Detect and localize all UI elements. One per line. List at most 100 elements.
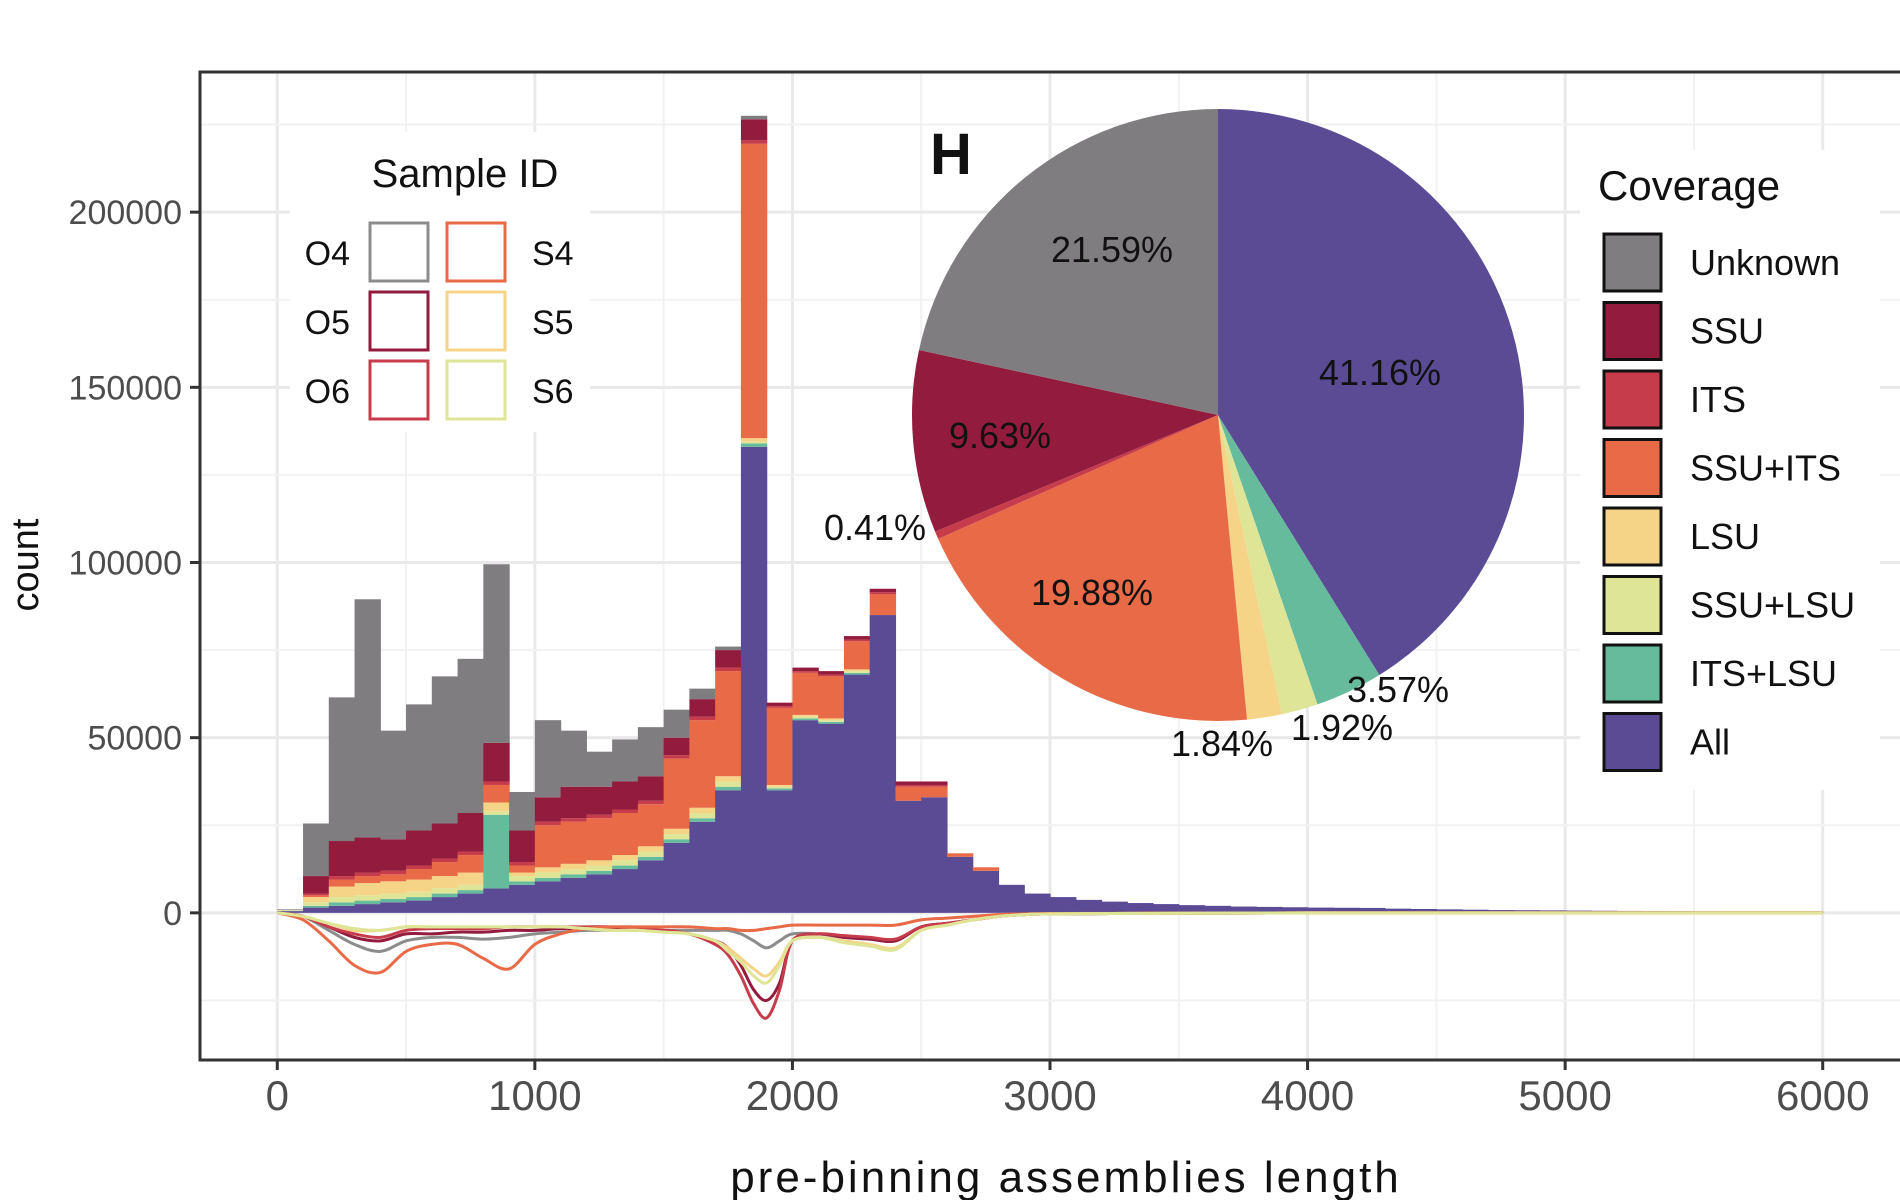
bar-its-1750 — [715, 667, 742, 672]
bar-ssu-its-750 — [457, 855, 484, 873]
bar-ssu-its-1850 — [740, 143, 768, 439]
bar-all-3850 — [1256, 906, 1283, 913]
y-tick-label: 100000 — [69, 544, 182, 582]
bar-ssu-its-2150 — [818, 676, 845, 719]
bar-unknown-650 — [431, 676, 459, 824]
coverage-key-ssu — [1602, 301, 1663, 361]
bar-its-1150 — [560, 818, 587, 822]
bar-its-lsu-1150 — [560, 874, 587, 878]
bar-ssu-350 — [354, 837, 381, 873]
bar-unknown-1050 — [534, 720, 562, 798]
bar-unknown-1350 — [612, 739, 639, 782]
bar-ssu-its-650 — [431, 862, 459, 877]
bar-unknown-550 — [406, 704, 433, 831]
bar-its-1850 — [740, 140, 768, 144]
bar-its-lsu-1050 — [534, 877, 562, 882]
bar-ssu-its-1350 — [612, 813, 639, 856]
sample-key-o5 — [368, 290, 430, 352]
bar-its-lsu-1250 — [586, 870, 613, 875]
bar-all-3350 — [1127, 903, 1154, 913]
bar-ssu-lsu-450 — [380, 893, 407, 899]
bar-unknown-350 — [354, 599, 381, 838]
coverage-key-ssu-lsu — [1602, 575, 1663, 635]
bar-all-3450 — [1153, 904, 1180, 913]
bar-ssu-1650 — [689, 699, 716, 717]
sample-key-s5 — [445, 290, 507, 352]
pie-label-ssu-lsu: 1.92% — [1291, 707, 1393, 748]
bar-its-650 — [431, 858, 459, 863]
coverage-key-all — [1602, 712, 1663, 772]
pie-slice-unknown — [918, 109, 1218, 415]
bar-all-750 — [457, 893, 484, 913]
bar-ssu-its-1950 — [766, 707, 794, 785]
coverage-label-ssu: SSU — [1690, 311, 1764, 352]
panel-border-rect — [198, 70, 1900, 1062]
bar-ssu-lsu-250 — [328, 897, 356, 903]
sample-label-s5: S5 — [532, 304, 574, 342]
bar-lsu-1050 — [534, 867, 562, 873]
bar-its-150 — [303, 893, 330, 896]
bar-ssu-its-2350 — [869, 594, 897, 616]
bar-ssu-1550 — [663, 737, 690, 756]
bar-ssu-its-2650 — [946, 853, 974, 857]
sample-id-legend: Sample ID O4 O5 O6 S4 S5 S6 — [290, 132, 590, 432]
bar-ssu-2450 — [895, 781, 922, 785]
bar-ssu-lsu-950 — [509, 876, 536, 882]
bar-all-1350 — [612, 869, 639, 913]
bar-its-550 — [406, 865, 433, 870]
bar-all-4550 — [1436, 909, 1463, 913]
bar-ssu-lsu-650 — [431, 888, 459, 894]
bar-all-1450 — [637, 860, 665, 913]
pie-slice-all — [1218, 109, 1524, 675]
plot-border — [198, 70, 1900, 1062]
coverage-label-all: All — [1690, 722, 1730, 763]
bar-unknown-1650 — [689, 688, 716, 700]
bar-all-650 — [431, 897, 459, 913]
bar-lsu-850 — [483, 802, 510, 812]
bar-lsu-1750 — [715, 776, 742, 782]
sample-label-o4: O4 — [305, 235, 350, 273]
bar-its-lsu-2150 — [818, 721, 845, 724]
bar-ssu-lsu-150 — [303, 902, 330, 906]
coverage-key-lsu — [1602, 506, 1663, 567]
bar-ssu-its-250 — [328, 879, 356, 887]
coverage-legend: Coverage Unknown SSU ITS SSU+ITS LSU SSU+LSU IT… — [1580, 150, 1880, 790]
bar-its-lsu-1850 — [740, 443, 768, 447]
bar-ssu-its-1550 — [663, 758, 690, 829]
bar-ssu-2250 — [843, 636, 871, 640]
bar-all-250 — [328, 905, 356, 913]
bar-its-2550 — [921, 784, 948, 787]
bar-its-lsu-1550 — [663, 839, 690, 843]
bar-lsu-1650 — [689, 807, 716, 813]
bar-lsu-250 — [328, 886, 356, 898]
bar-all-4250 — [1359, 907, 1386, 913]
bar-its-lsu-1450 — [637, 856, 665, 861]
bar-ssu-1350 — [612, 781, 639, 810]
bar-lsu-1350 — [612, 855, 639, 861]
bar-all-1750 — [715, 790, 742, 913]
bar-unknown-250 — [328, 697, 356, 842]
bar-its-lsu-950 — [509, 881, 536, 885]
pie-label-ssu: 9.63% — [949, 415, 1051, 456]
bar-all-550 — [406, 900, 433, 913]
bar-its-2050 — [792, 671, 819, 673]
bar-ssu-950 — [509, 830, 536, 863]
bar-ssu-its-2750 — [972, 867, 1000, 871]
pie-label-all: 41.16% — [1319, 352, 1441, 393]
bar-lsu-350 — [354, 883, 381, 896]
bar-all-3250 — [1101, 901, 1128, 913]
bar-ssu-lsu-1250 — [586, 865, 613, 871]
coverage-key-ssu-its — [1602, 438, 1663, 498]
pie-label-its-lsu: 3.57% — [1347, 669, 1449, 710]
bar-all-3650 — [1204, 905, 1231, 913]
x-axis-label: pre-binning assemblies length — [730, 1153, 1402, 1200]
bar-ssu-1850 — [740, 119, 768, 141]
bar-ssu-lsu-1650 — [689, 813, 716, 819]
bar-ssu-its-1750 — [715, 671, 742, 777]
bar-all-4150 — [1333, 907, 1360, 913]
x-tick-label: 4000 — [1261, 1072, 1354, 1119]
sample-label-o5: O5 — [305, 304, 350, 342]
bar-ssu-its-550 — [406, 869, 433, 880]
bar-ssu-lsu-350 — [354, 895, 381, 901]
